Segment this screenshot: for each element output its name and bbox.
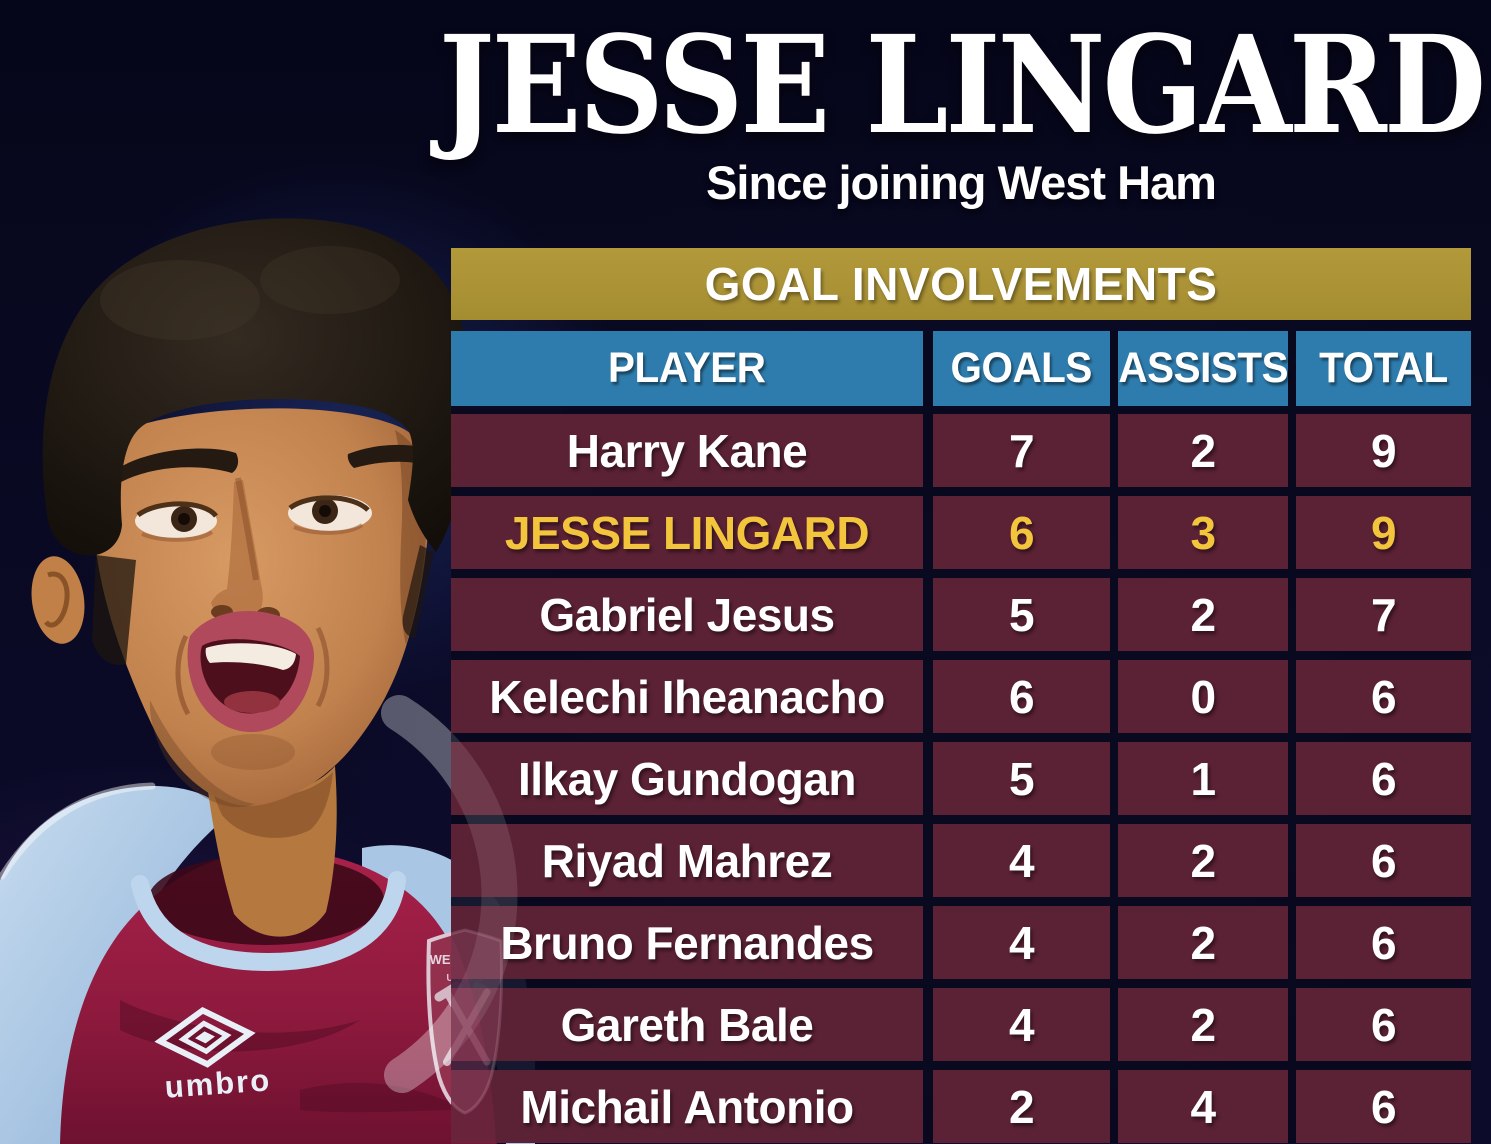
banner-label: GOAL INVOLVEMENTS — [704, 258, 1218, 310]
table-row: Ilkay Gundogan 5 1 6 — [451, 742, 1471, 815]
cell-total: 6 — [1296, 824, 1471, 897]
cell-goals: 6 — [933, 496, 1110, 569]
page-title: JESSE LINGARD — [438, 5, 1486, 164]
player-face — [31, 218, 469, 808]
umbro-wordmark: umbro — [164, 1062, 273, 1104]
table-row: Gabriel Jesus 5 2 7 — [451, 578, 1471, 651]
table-row: Gareth Bale 4 2 6 — [451, 988, 1471, 1061]
cell-goals: 7 — [933, 414, 1110, 487]
cell-total: 6 — [1296, 1070, 1471, 1143]
col-header-assists: ASSISTS — [1118, 331, 1288, 406]
cell-goals: 4 — [933, 824, 1110, 897]
table-row: Michail Antonio 2 4 6 — [451, 1070, 1471, 1143]
table-row: Kelechi Iheanacho 6 0 6 — [451, 660, 1471, 733]
table-row: Harry Kane 7 2 9 — [451, 414, 1471, 487]
cell-assists: 0 — [1118, 660, 1288, 733]
cell-assists: 2 — [1118, 414, 1288, 487]
cell-assists: 2 — [1118, 988, 1288, 1061]
cell-player: Gabriel Jesus — [451, 578, 923, 651]
cell-player: JESSE LINGARD — [451, 496, 923, 569]
cell-goals: 6 — [933, 660, 1110, 733]
cell-total: 9 — [1296, 414, 1471, 487]
umbro-logo-icon — [154, 1006, 256, 1068]
cell-goals: 2 — [933, 1070, 1110, 1143]
table-header-row: PLAYER GOALS ASSISTS TOTAL — [451, 331, 1471, 406]
cell-assists: 1 — [1118, 742, 1288, 815]
cell-total: 6 — [1296, 906, 1471, 979]
col-header-player: PLAYER — [451, 331, 923, 406]
cell-total: 6 — [1296, 742, 1471, 815]
player-hair — [42, 218, 469, 556]
cell-player: Kelechi Iheanacho — [451, 660, 923, 733]
cell-total: 9 — [1296, 496, 1471, 569]
stats-table: PLAYER GOALS ASSISTS TOTAL Harry Kane 7 … — [451, 331, 1471, 1143]
cell-goals: 5 — [933, 742, 1110, 815]
cell-player: Bruno Fernandes — [451, 906, 923, 979]
cell-assists: 2 — [1118, 906, 1288, 979]
cell-player: Michail Antonio — [451, 1070, 923, 1143]
player-neck — [205, 766, 337, 937]
page-subtitle: Since joining West Ham — [706, 156, 1217, 209]
cell-goals: 5 — [933, 578, 1110, 651]
cell-goals: 4 — [933, 988, 1110, 1061]
col-header-total: TOTAL — [1296, 331, 1471, 406]
table-row-highlighted: JESSE LINGARD 6 3 9 — [451, 496, 1471, 569]
cell-total: 7 — [1296, 578, 1471, 651]
table-row: Riyad Mahrez 4 2 6 — [451, 824, 1471, 897]
goal-involvements-banner: GOAL INVOLVEMENTS — [451, 248, 1471, 320]
shirt-collar — [131, 871, 406, 972]
cell-total: 6 — [1296, 660, 1471, 733]
cell-assists: 2 — [1118, 824, 1288, 897]
cell-total: 6 — [1296, 988, 1471, 1061]
cell-player: Gareth Bale — [451, 988, 923, 1061]
cell-assists: 3 — [1118, 496, 1288, 569]
table-row: Bruno Fernandes 4 2 6 — [451, 906, 1471, 979]
cell-assists: 2 — [1118, 578, 1288, 651]
cell-assists: 4 — [1118, 1070, 1288, 1143]
cell-player: Ilkay Gundogan — [451, 742, 923, 815]
cell-player: Harry Kane — [451, 414, 923, 487]
cell-goals: 4 — [933, 906, 1110, 979]
col-header-goals: GOALS — [933, 331, 1110, 406]
cell-player: Riyad Mahrez — [451, 824, 923, 897]
